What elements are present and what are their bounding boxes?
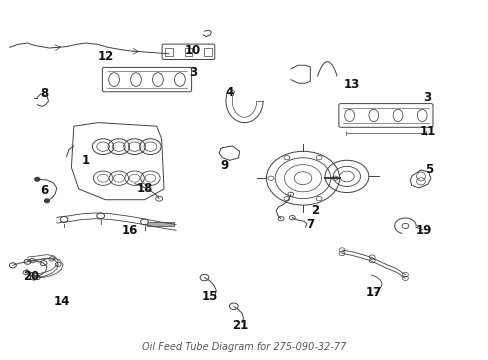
Bar <box>203 48 211 56</box>
Text: 19: 19 <box>415 224 431 237</box>
Text: 17: 17 <box>365 287 381 300</box>
Circle shape <box>44 199 49 203</box>
Text: 3: 3 <box>189 66 197 79</box>
Text: 10: 10 <box>185 44 201 57</box>
Bar <box>147 222 173 226</box>
Text: 6: 6 <box>41 184 49 197</box>
Text: 4: 4 <box>225 86 234 99</box>
Text: 3: 3 <box>423 91 430 104</box>
Bar <box>164 48 172 56</box>
Text: 12: 12 <box>97 50 113 63</box>
Text: 16: 16 <box>122 224 138 237</box>
Text: 21: 21 <box>232 319 248 332</box>
Text: 18: 18 <box>136 183 152 195</box>
Text: 8: 8 <box>41 87 49 100</box>
Text: 11: 11 <box>418 125 435 138</box>
Text: Oil Feed Tube Diagram for 275-090-32-77: Oil Feed Tube Diagram for 275-090-32-77 <box>142 342 346 352</box>
Circle shape <box>35 177 40 181</box>
Bar <box>184 48 192 56</box>
Text: 7: 7 <box>305 218 314 231</box>
Text: 9: 9 <box>221 159 229 172</box>
Text: 20: 20 <box>23 270 39 283</box>
Text: 13: 13 <box>343 78 359 91</box>
Text: 5: 5 <box>424 163 432 176</box>
Text: 2: 2 <box>310 204 319 217</box>
Text: 1: 1 <box>82 154 90 167</box>
Text: 15: 15 <box>202 290 218 303</box>
Text: 14: 14 <box>53 296 70 309</box>
